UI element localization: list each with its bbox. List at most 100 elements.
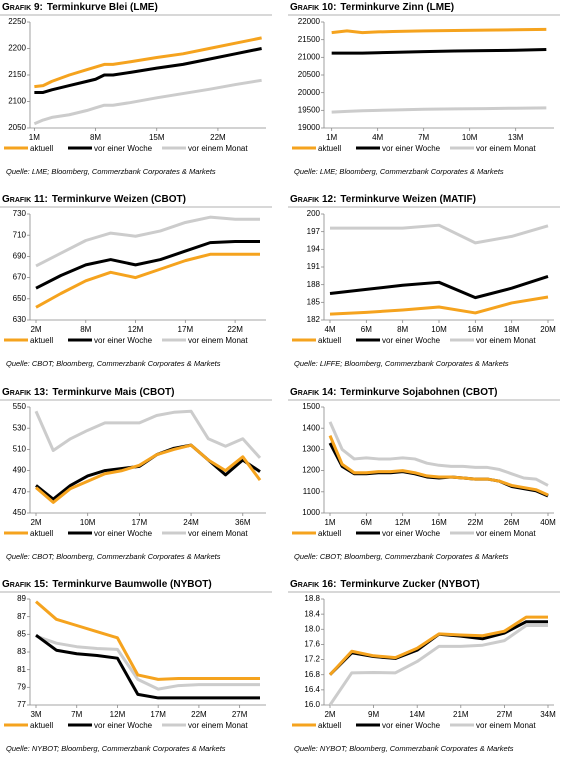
x-tick-label: 1M [324, 518, 335, 527]
x-tick-label: 17M [150, 710, 166, 719]
legend-label: aktuell [30, 721, 53, 730]
y-tick-label: 490 [13, 466, 27, 475]
legend-label: vor einer Woche [94, 529, 153, 538]
y-tick-label: 16.0 [304, 700, 320, 709]
x-tick-label: 4M [324, 325, 335, 334]
y-tick-label: 510 [13, 445, 27, 454]
legend-label: vor einer Woche [94, 721, 153, 730]
y-tick-label: 17.2 [304, 655, 320, 664]
y-tick-label: 470 [13, 487, 27, 496]
x-tick-label: 18M [504, 325, 520, 334]
series-line [328, 435, 549, 497]
chart-label: Grafik 11: [2, 194, 48, 205]
y-tick-label: 2150 [8, 70, 26, 79]
y-tick-label: 690 [13, 252, 27, 261]
x-tick-label: 6M [361, 518, 372, 527]
x-tick-label: 22M [468, 518, 484, 527]
y-tick-label: 185 [307, 297, 321, 306]
legend-label: vor einer Woche [382, 721, 441, 730]
legend-label: vor einem Monat [476, 529, 536, 538]
chart-label: Grafik 16: [290, 579, 336, 590]
chart-title: Grafik 16: Terminkurve Zucker (NYBOT) [290, 579, 480, 590]
series-line [35, 252, 260, 309]
legend-label: aktuell [30, 144, 53, 153]
y-tick-label: 1300 [302, 445, 320, 454]
y-tick-label: 670 [13, 273, 27, 282]
y-tick-label: 182 [307, 315, 321, 324]
y-tick-label: 19500 [298, 105, 321, 114]
y-tick-label: 20000 [298, 88, 321, 97]
chart-title: Grafik 13: Terminkurve Mais (CBOT) [2, 387, 174, 398]
x-tick-label: 12M [128, 325, 144, 334]
x-tick-label: 36M [235, 518, 251, 527]
y-tick-label: 18.8 [304, 594, 320, 603]
series-line [328, 442, 549, 498]
x-tick-label: 16M [468, 325, 484, 334]
legend-label: vor einer Woche [382, 529, 441, 538]
x-tick-label: 27M [497, 710, 513, 719]
chart-source: Quelle: NYBOT; Bloomberg, Commerzbank Co… [294, 744, 514, 753]
legend-label: aktuell [30, 336, 53, 345]
y-tick-label: 194 [307, 244, 321, 253]
x-tick-label: 12M [110, 710, 126, 719]
legend-label: aktuell [30, 529, 53, 538]
y-tick-label: 2200 [8, 44, 26, 53]
x-tick-label: 1M [326, 133, 337, 142]
y-tick-label: 1100 [303, 487, 321, 496]
x-tick-label: 10M [431, 325, 447, 334]
series-line [35, 634, 260, 691]
y-tick-label: 197 [307, 227, 321, 236]
x-tick-label: 7M [71, 710, 82, 719]
x-tick-label: 8M [397, 325, 408, 334]
y-tick-label: 21500 [298, 35, 321, 44]
chart-source: Quelle: CBOT; Bloomberg, Commerzbank Cor… [294, 552, 509, 561]
chart-source: Quelle: LME; Bloomberg, Commerzbank Corp… [294, 167, 504, 176]
x-tick-label: 16M [431, 518, 447, 527]
y-tick-label: 21000 [298, 52, 321, 61]
chart-label: Grafik 13: [2, 387, 48, 398]
chart-label: Grafik 9: [2, 2, 43, 13]
chart-label: Grafik 10: [290, 2, 336, 13]
chart-title-text: Terminkurve Weizen (CBOT) [52, 194, 186, 205]
y-tick-label: 550 [13, 402, 27, 411]
legend-label: vor einer Woche [382, 144, 441, 153]
y-tick-label: 2050 [8, 123, 26, 132]
x-tick-label: 17M [178, 325, 194, 334]
x-tick-label: 40M [540, 518, 556, 527]
chart-title: Grafik 12: Terminkurve Weizen (MATIF) [290, 194, 476, 205]
legend-label: aktuell [318, 144, 341, 153]
y-tick-label: 17.6 [304, 640, 320, 649]
legend-label: aktuell [318, 336, 341, 345]
y-tick-label: 530 [13, 423, 27, 432]
x-tick-label: 10M [462, 133, 478, 142]
legend-label: aktuell [318, 721, 341, 730]
x-tick-label: 21M [453, 710, 469, 719]
chart-title-text: Terminkurve Zucker (NYBOT) [340, 579, 479, 590]
y-tick-label: 630 [13, 315, 27, 324]
legend-label: vor einem Monat [476, 144, 536, 153]
series-line [35, 240, 260, 290]
series-line [33, 78, 262, 126]
x-tick-label: 2M [324, 710, 335, 719]
x-tick-label: 34M [540, 710, 556, 719]
chart-label: Grafik 14: [290, 387, 336, 398]
legend-label: vor einem Monat [188, 336, 248, 345]
x-tick-label: 3M [30, 710, 41, 719]
legend-label: vor einem Monat [188, 529, 248, 538]
y-tick-label: 1500 [302, 402, 320, 411]
chart-title-text: Terminkurve Blei (LME) [47, 2, 158, 13]
series-line [331, 106, 547, 114]
series-line [328, 421, 549, 487]
legend-label: vor einem Monat [188, 144, 248, 153]
legend-label: vor einem Monat [476, 721, 536, 730]
series-line [331, 48, 547, 55]
x-tick-label: 17M [132, 518, 148, 527]
chart-label: Grafik 15: [2, 579, 48, 590]
x-tick-label: 27M [232, 710, 248, 719]
x-tick-label: 13M [508, 133, 524, 142]
chart-source: Quelle: LIFFE; Bloomberg, Commerzbank Co… [294, 359, 509, 368]
x-tick-label: 2M [30, 325, 41, 334]
y-tick-label: 16.4 [304, 685, 320, 694]
chart-title-text: Terminkurve Weizen (MATIF) [340, 194, 476, 205]
